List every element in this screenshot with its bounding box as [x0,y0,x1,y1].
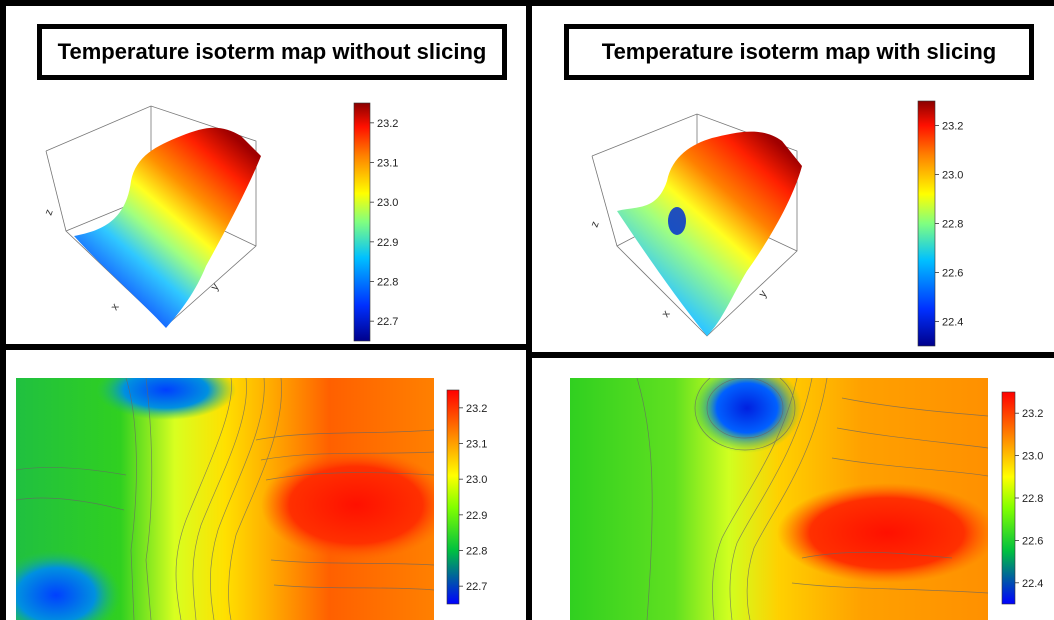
colorbar-tick-label: 23.2 [466,403,487,415]
colorbar-tick-label: 22.9 [466,510,487,522]
colorbar-ticks: 23.2 23.1 23.0 22.9 22.8 22.7 [370,118,398,328]
colorbar [1001,391,1016,605]
cold-region [692,378,802,453]
hot-region [777,483,988,583]
colorbar-tick-label: 22.7 [466,581,487,593]
colorbar-ticks: 23.2 23.1 23.0 22.9 22.8 22.7 [459,403,487,593]
colorbar-tick-label: 22.6 [942,268,963,280]
colorbar-ticks: 23.2 23.0 22.8 22.6 22.4 [935,121,963,329]
colorbar-tick-label: 23.2 [377,118,398,130]
colorbar-tick-label: 22.8 [1022,493,1043,505]
contour-heatmap: 23.2 23.1 23.0 22.9 22.8 22.7 [16,378,487,620]
axis-label-x: x [109,301,122,313]
colorbar [917,100,936,347]
panel-bottom-right: 23.2 23.0 22.8 22.6 22.4 [532,358,1054,620]
horizontal-divider-left [0,344,530,350]
axis-label-z: z [43,208,56,217]
contour-heatmap: 23.2 23.0 22.8 22.6 22.4 [570,378,1043,620]
colorbar-tick-label: 22.8 [466,546,487,558]
colorbar-tick-label: 22.4 [942,317,963,329]
colorbar-tick-label: 23.1 [377,158,398,170]
colorbar-tick-label: 22.6 [1022,535,1043,547]
colorbar-tick-label: 22.7 [377,316,398,328]
cold-region [96,378,236,420]
axis-label-z: z [589,220,602,229]
axis-label-y: y [757,288,770,300]
surface-mesh [617,131,802,336]
surface-plot-3d: z x y 23.2 23.1 23.0 22.9 22.8 22.7 [43,102,398,342]
panel-title: Temperature isoterm map without slicing [37,24,507,80]
panel-title: Temperature isoterm map with slicing [564,24,1034,80]
cold-region [16,550,121,620]
surface-mesh [74,127,261,328]
contour-lines [16,378,434,620]
axis-label-y: y [209,281,222,293]
colorbar-tick-label: 22.8 [942,219,963,231]
colorbar-tick-label: 22.8 [377,277,398,289]
colorbar-tick-label: 22.9 [377,237,398,249]
colorbar-tick-label: 22.4 [1022,578,1043,590]
colorbar-tick-label: 23.0 [466,474,487,486]
vertical-divider [526,0,532,620]
hot-region [261,450,434,560]
axis-label-x: x [660,308,673,320]
colorbar-tick-label: 23.0 [377,197,398,209]
colorbar [446,389,460,605]
colorbar-tick-label: 23.0 [942,170,963,182]
colorbar-tick-label: 23.2 [1022,408,1043,420]
colorbar-tick-label: 23.1 [466,439,487,451]
panel-top-right: Temperature isoterm map with slicing [532,6,1054,352]
surface-depression [668,207,686,235]
frame-left [0,0,6,620]
surface-plot-3d: z x y 23.2 23.0 22.8 22.6 22.4 [589,100,963,347]
contour-lines [636,378,988,620]
colorbar-ticks: 23.2 23.0 22.8 22.6 22.4 [1015,408,1043,590]
panel-top-left: Temperature isoterm map without slicing [6,6,526,344]
colorbar [353,102,371,342]
panel-bottom-left: 23.2 23.1 23.0 22.9 22.8 22.7 [6,350,526,620]
colorbar-tick-label: 23.0 [1022,451,1043,463]
colorbar-tick-label: 23.2 [942,121,963,133]
horizontal-divider-right [530,352,1054,358]
